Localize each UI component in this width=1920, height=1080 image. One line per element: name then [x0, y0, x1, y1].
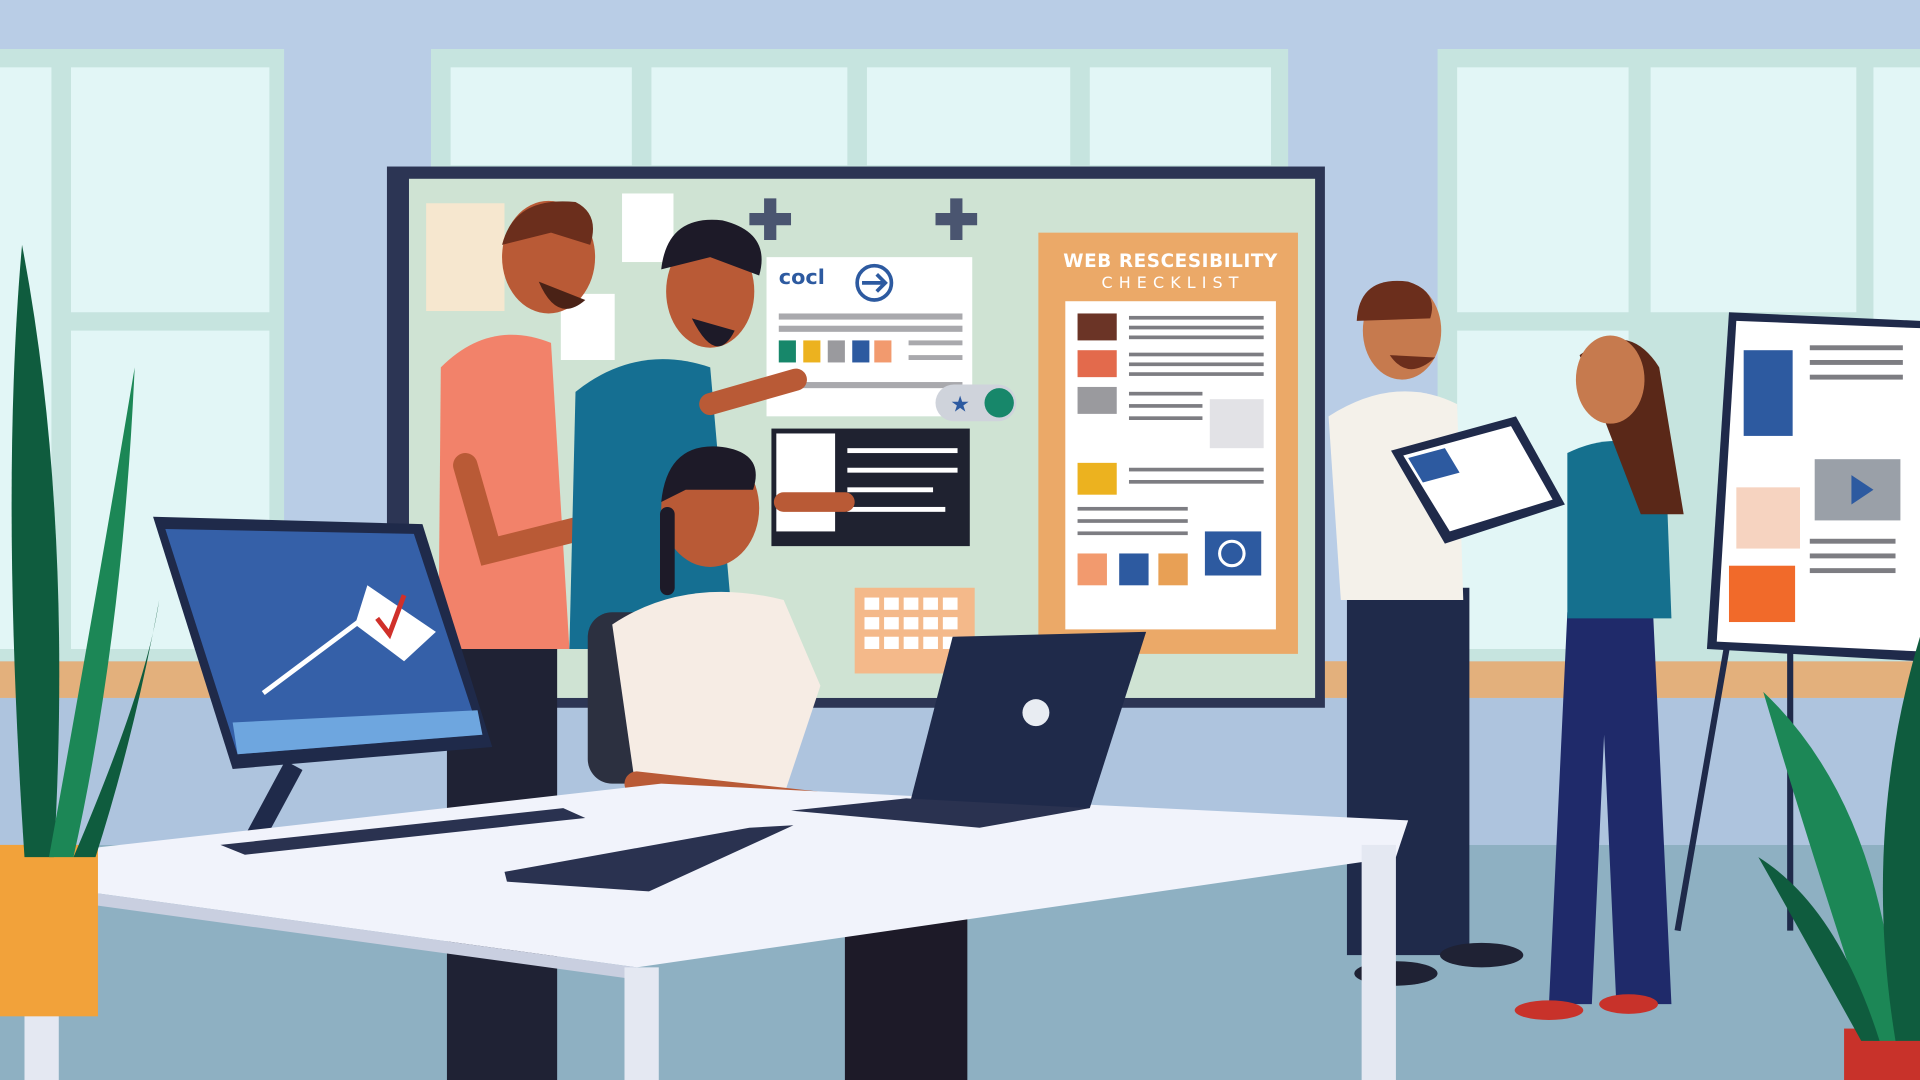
easel-chart [1674, 312, 1920, 932]
plus-pin-icon [935, 198, 978, 240]
checklist-poster: WEB RESCESIBILITY CHECKLIST [1038, 232, 1298, 654]
tablet [1391, 416, 1565, 544]
plus-pin-icon [749, 198, 792, 240]
power-icon [1218, 539, 1246, 568]
checklist-subtitle: CHECKLIST [1101, 273, 1244, 292]
desktop-monitor [153, 516, 493, 850]
plant-right [1758, 636, 1920, 1080]
checkmark-icon [375, 594, 407, 640]
svg-text:★: ★ [950, 392, 970, 417]
window-center [431, 48, 1289, 172]
person-teal-shirt [569, 219, 807, 649]
person-woman-standing [1514, 335, 1684, 1020]
board-card-label: cocl [779, 265, 825, 289]
arrow-circle-icon [855, 263, 894, 302]
plant-left [0, 244, 160, 1017]
laptop [791, 631, 1147, 828]
checklist-title: WEB RESCESIBILITY [1063, 251, 1278, 272]
apple-logo-icon [1022, 699, 1050, 727]
